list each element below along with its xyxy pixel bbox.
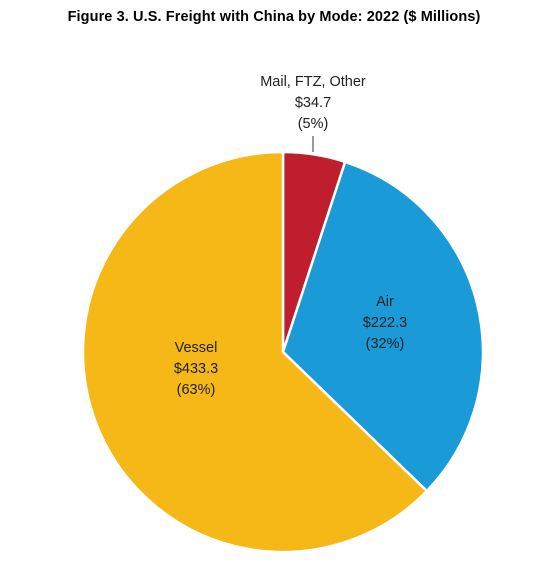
slice-value: $34.7 bbox=[295, 95, 331, 111]
pie-slice-vessel bbox=[81, 150, 429, 554]
slice-name: Mail, FTZ, Other bbox=[260, 74, 366, 90]
slice-percent: (63%) bbox=[177, 382, 216, 398]
slice-value: $433.3 bbox=[174, 361, 218, 377]
slice-value: $222.3 bbox=[363, 315, 407, 331]
slice-label-air: Air $222.3 (32%) bbox=[363, 294, 407, 352]
pie-slice-air bbox=[281, 160, 485, 493]
slice-label-mail-ftz-other: Mail, FTZ, Other $34.7 (5%) bbox=[260, 74, 366, 132]
slice-label-vessel: Vessel $433.3 (63%) bbox=[174, 340, 218, 398]
slice-name: Air bbox=[376, 294, 394, 310]
chart-title: Figure 3. U.S. Freight with China by Mod… bbox=[67, 9, 481, 25]
slice-percent: (32%) bbox=[366, 336, 405, 352]
slice-percent: (5%) bbox=[298, 116, 329, 132]
slice-name: Vessel bbox=[175, 340, 218, 356]
